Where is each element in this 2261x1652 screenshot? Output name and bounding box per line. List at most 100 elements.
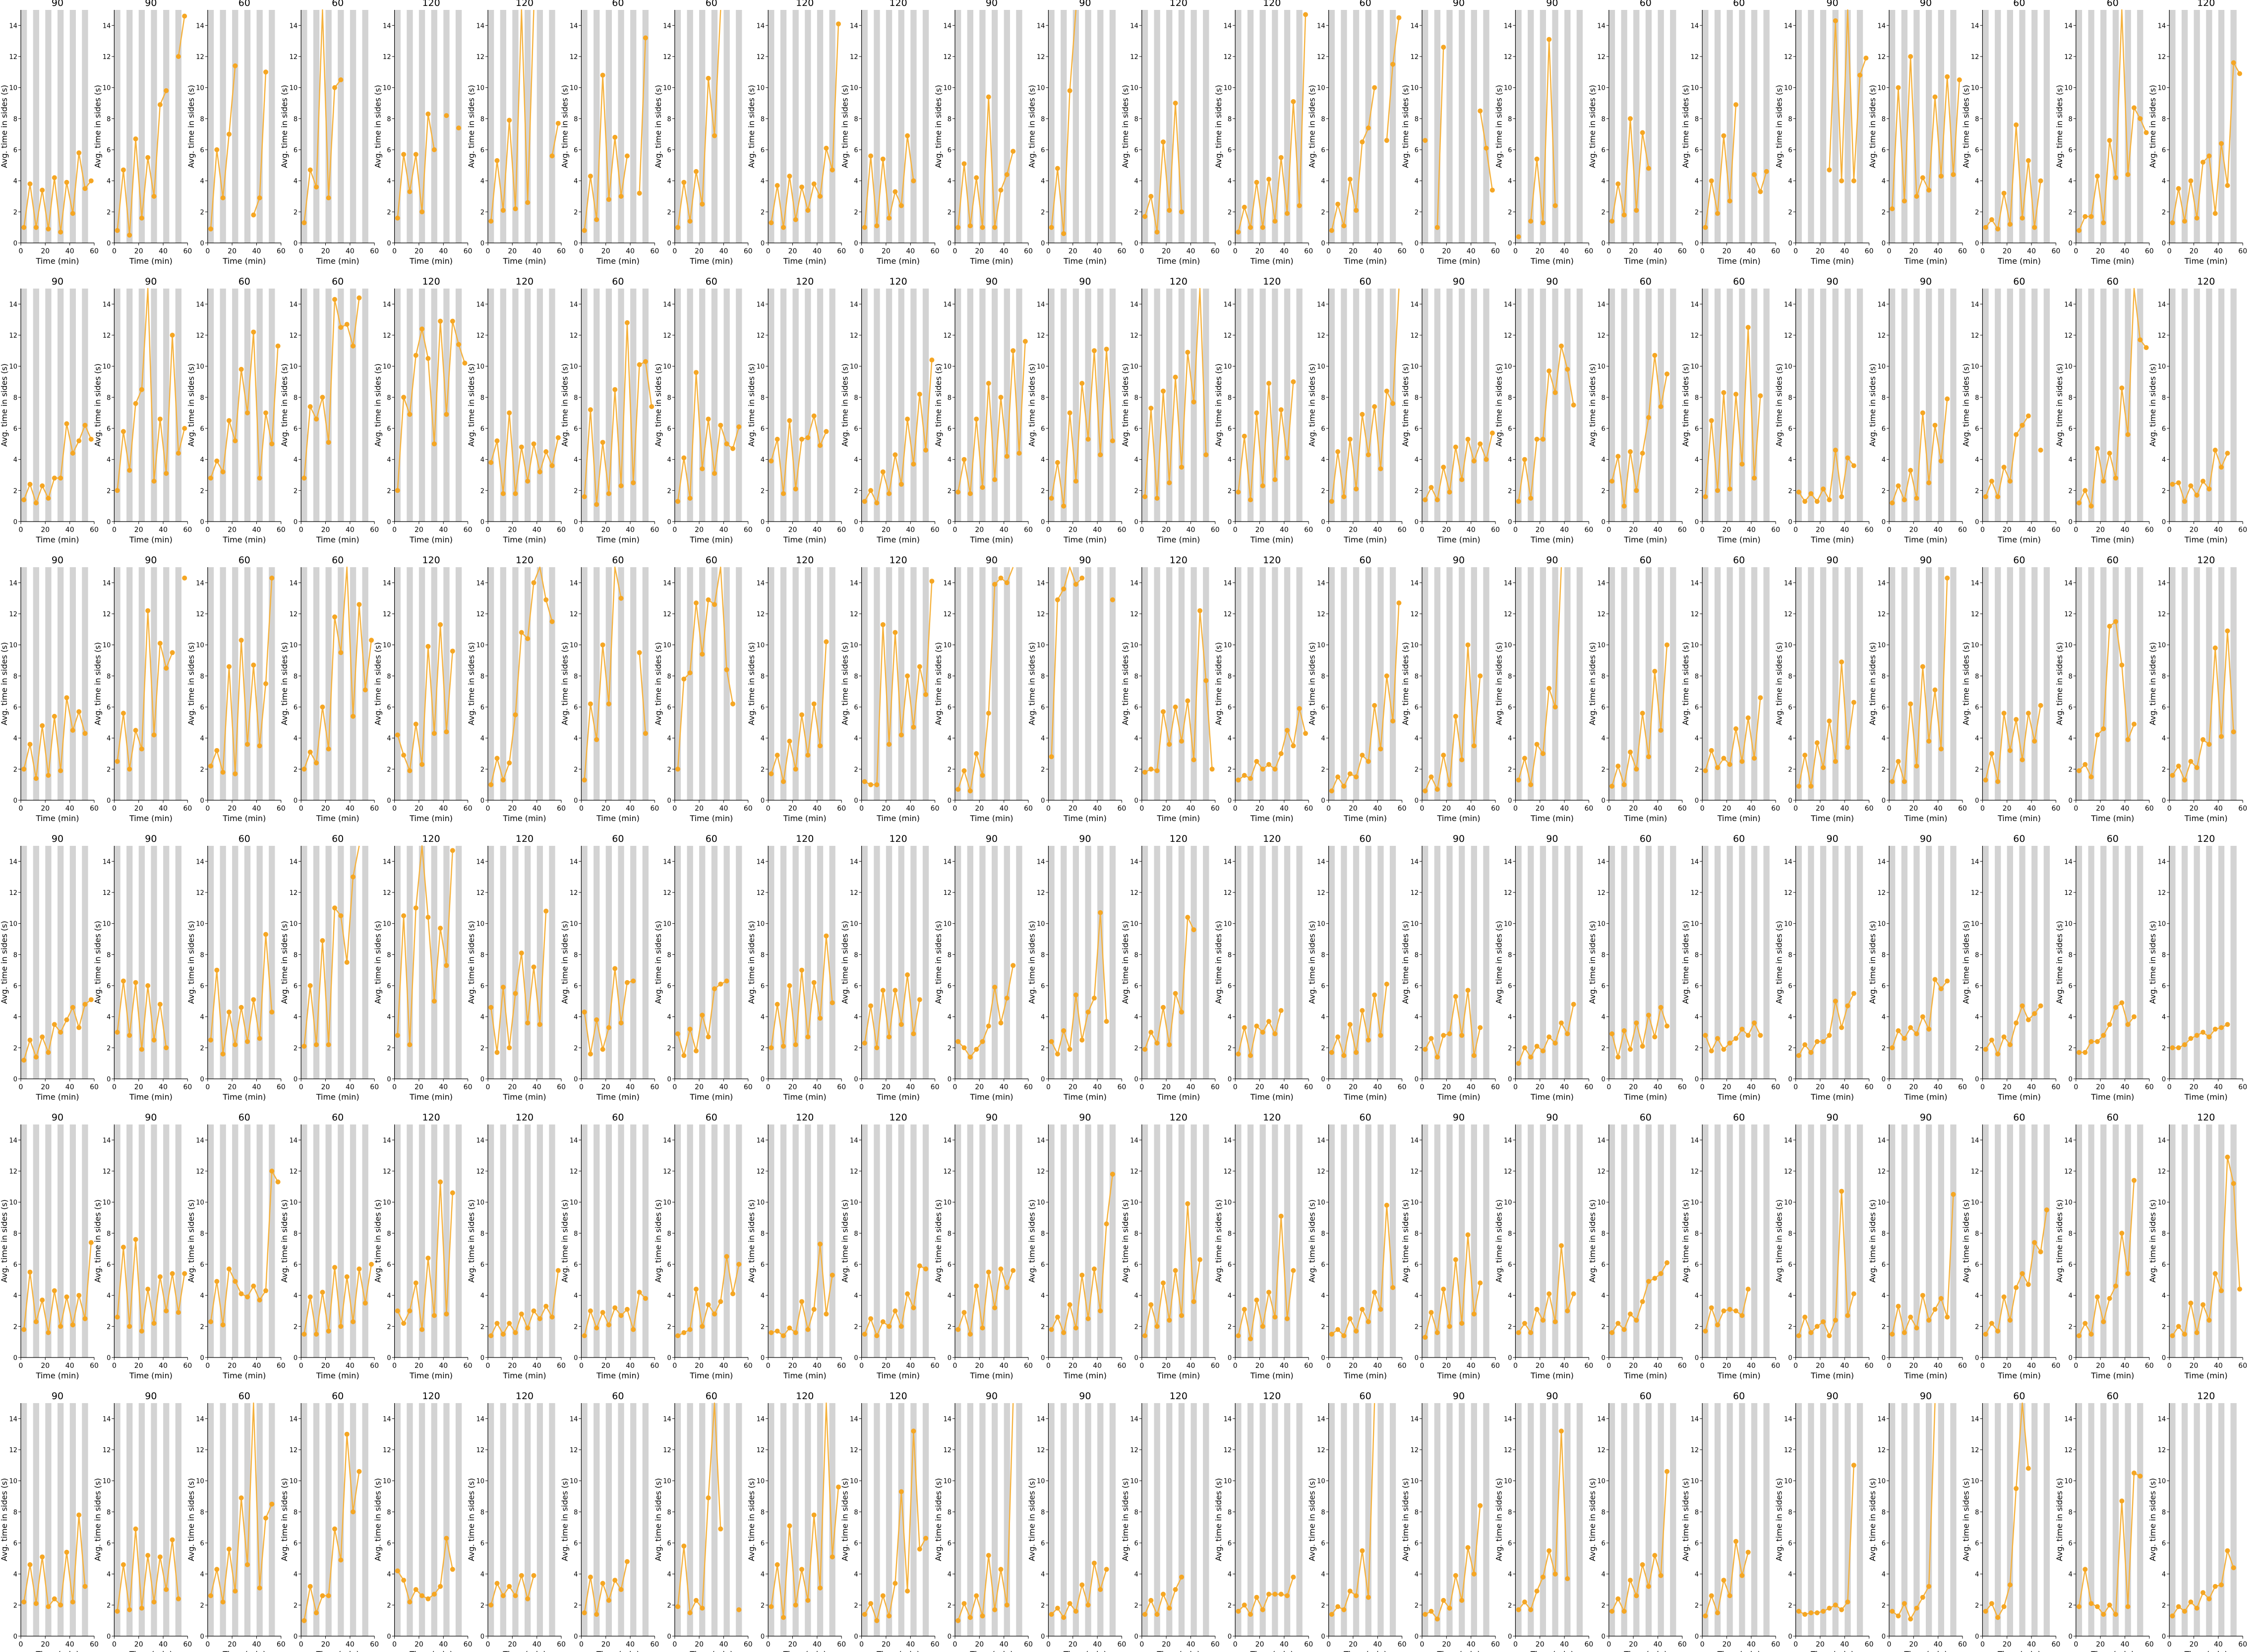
data-point [1434, 787, 1440, 792]
shaded-band [338, 846, 344, 1079]
x-tick-label: 40 [626, 247, 635, 255]
shaded-band [232, 1124, 238, 1357]
series-line-group [21, 1240, 94, 1335]
x-tick-label: 60 [2051, 805, 2060, 813]
data-point [818, 194, 823, 199]
shaded-band [967, 289, 973, 522]
data-point [1091, 348, 1097, 354]
data-point [687, 219, 693, 224]
data-point [1242, 433, 1247, 439]
data-point [787, 418, 792, 423]
y-axis-label: Avg. time in sides (s) [93, 85, 102, 168]
data-point [917, 997, 922, 1003]
y-tick-label: 12 [1971, 332, 1979, 340]
data-point [1278, 1008, 1284, 1013]
series-line-group [21, 997, 94, 1063]
data-point [543, 1303, 549, 1309]
y-axis-label: Avg. time in sides (s) [373, 921, 383, 1004]
series-line [23, 152, 92, 233]
data-point [1839, 659, 1844, 665]
x-tick-label: 60 [837, 526, 846, 534]
data-point [1049, 496, 1054, 501]
y-tick-label: 10 [196, 85, 204, 92]
panel-title: 90 [1546, 0, 1558, 8]
data-point [176, 1310, 181, 1315]
data-point [164, 471, 169, 476]
data-point [706, 1034, 711, 1040]
panel-title: 120 [1263, 276, 1281, 287]
y-tick-label: 8 [107, 116, 111, 123]
y-tick-label: 4 [1508, 1014, 1512, 1021]
shaded-band [488, 1124, 494, 1357]
y-tick-label: 10 [290, 85, 298, 92]
y-tick-label: 10 [663, 85, 671, 92]
data-point [1390, 718, 1396, 724]
x-tick-label: 40 [65, 526, 74, 534]
data-point [2206, 742, 2212, 747]
x-axis-label: Time (min) [1997, 535, 2041, 544]
x-axis-label: Time (min) [36, 814, 79, 823]
y-tick-label: 12 [290, 1168, 298, 1176]
x-tick-label: 60 [1771, 805, 1780, 813]
x-tick-label: 20 [975, 526, 984, 534]
data-point [115, 228, 120, 233]
y-tick-label: 10 [1877, 363, 1886, 371]
series-line [397, 320, 466, 491]
y-tick-label: 0 [1602, 519, 1606, 526]
shaded-band [138, 846, 145, 1079]
x-tick-label: 0 [1513, 1083, 1518, 1091]
data-point [1347, 771, 1353, 776]
shaded-band [2100, 289, 2107, 522]
data-point [1167, 742, 1172, 747]
data-point [1902, 198, 1907, 204]
data-point [1191, 399, 1196, 405]
x-tick-label: 60 [1865, 526, 1874, 534]
y-axis-label: Avg. time in sides (s) [0, 1199, 9, 1283]
data-point [1061, 1028, 1067, 1033]
shaded-band [1247, 567, 1254, 800]
shaded-band [1645, 10, 1652, 243]
data-point [1908, 1025, 1913, 1030]
x-tick-label: 20 [2190, 247, 2199, 255]
y-tick-label: 2 [1228, 487, 1232, 495]
y-tick-label: 6 [107, 983, 111, 990]
shaded-band [2218, 10, 2225, 243]
data-point [718, 981, 723, 987]
x-axis-label: Time (min) [689, 256, 733, 266]
x-tick-label: 40 [719, 526, 728, 534]
shaded-band [2076, 289, 2082, 522]
y-tick-label: 4 [200, 457, 204, 464]
shaded-band [2100, 10, 2107, 243]
data-point [307, 404, 313, 410]
shaded-band [58, 846, 64, 1079]
x-tick-label: 20 [1255, 247, 1264, 255]
y-tick-label: 4 [1134, 735, 1138, 743]
data-point [1004, 454, 1010, 459]
x-tick-label: 60 [1398, 805, 1407, 813]
data-point [27, 481, 33, 487]
x-tick-label: 40 [533, 1362, 541, 1370]
data-point [70, 211, 75, 216]
y-tick-label: 0 [294, 519, 298, 526]
x-tick-label: 0 [205, 526, 210, 534]
shaded-band [455, 289, 462, 522]
shaded-band [1844, 846, 1851, 1079]
shaded-band [711, 567, 718, 800]
data-point [1203, 678, 1209, 683]
y-tick-label: 4 [200, 735, 204, 743]
x-tick-label: 60 [1865, 805, 1874, 813]
data-point [2001, 710, 2007, 716]
series-line-group [582, 566, 648, 783]
data-point [1516, 777, 1521, 783]
data-point [1372, 992, 1377, 998]
y-tick-label: 6 [574, 704, 578, 711]
panel-title: 90 [1079, 0, 1091, 8]
y-tick-label: 0 [1041, 240, 1045, 247]
series-line-group [1142, 608, 1215, 775]
y-tick-label: 14 [9, 580, 17, 587]
y-axis-label: Avg. time in sides (s) [373, 1199, 383, 1283]
shaded-band [114, 10, 120, 243]
shaded-band [699, 289, 706, 522]
